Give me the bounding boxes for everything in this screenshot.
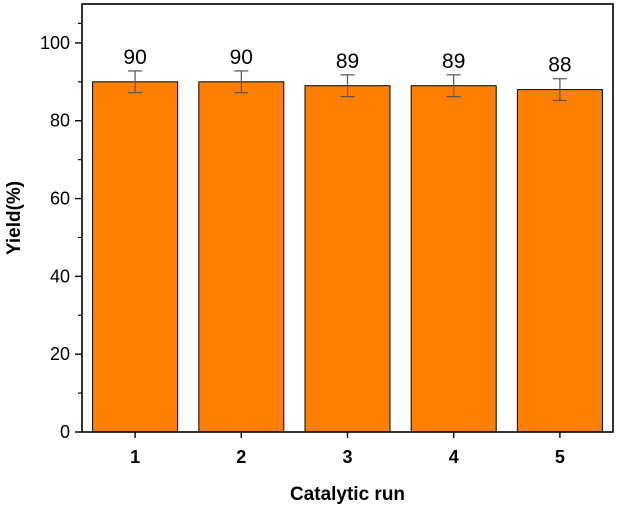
- data-label-run-5: 88: [548, 54, 571, 77]
- y-tick-label: 40: [50, 266, 70, 286]
- bar-run-3: [304, 85, 391, 433]
- bar-run-4: [410, 85, 497, 433]
- error-bar-run-2: [234, 70, 249, 94]
- y-tick-label: 100: [40, 33, 70, 53]
- data-label-run-2: 90: [230, 46, 253, 69]
- error-bar-run-1: [128, 70, 143, 94]
- data-labels-layer: 90 90 89 89 88: [123, 46, 571, 77]
- error-bar-run-3: [340, 74, 355, 98]
- bar-run-1: [92, 81, 179, 433]
- y-axis: 0 20 40 60 80 100: [40, 22, 82, 442]
- bar-run-5: [516, 89, 603, 433]
- x-tick-label: 2: [236, 447, 246, 467]
- data-label-run-4: 89: [442, 50, 465, 73]
- y-tick-label: 80: [50, 111, 70, 131]
- bars-layer: [92, 81, 603, 433]
- x-tick-label: 1: [130, 447, 140, 467]
- y-tick-label: 20: [50, 344, 70, 364]
- y-tick-label: 0: [60, 422, 70, 442]
- x-tick-label: 4: [449, 447, 459, 467]
- x-tick-label: 5: [555, 447, 565, 467]
- error-bar-run-4: [446, 74, 461, 98]
- y-axis-title: Yield(%): [4, 181, 25, 255]
- y-tick-label: 60: [50, 189, 70, 209]
- x-tick-label: 3: [342, 447, 352, 467]
- x-axis-title: Catalytic run: [290, 484, 405, 505]
- error-bars-layer: [128, 70, 567, 102]
- data-label-run-1: 90: [123, 46, 146, 69]
- error-bar-run-5: [552, 78, 567, 102]
- x-axis: 1 2 3 4 5: [130, 432, 565, 467]
- bar-run-2: [198, 81, 285, 433]
- data-label-run-3: 89: [336, 50, 359, 73]
